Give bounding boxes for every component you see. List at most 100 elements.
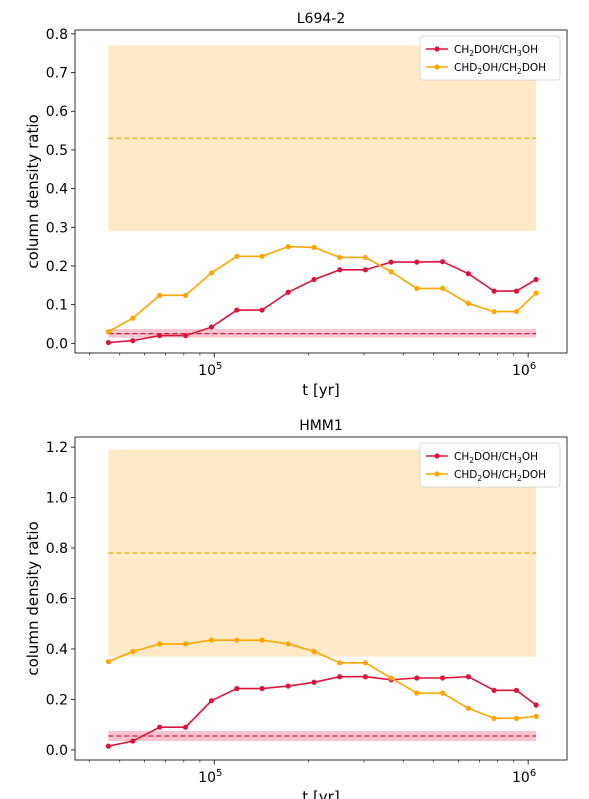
data-point bbox=[337, 267, 343, 273]
series-line-1 bbox=[108, 245, 537, 333]
y-tick-label: 1.2 bbox=[46, 440, 68, 456]
x-tick-label: 106 bbox=[512, 768, 536, 786]
chart-title: L694-2 bbox=[297, 11, 345, 27]
data-point bbox=[311, 648, 317, 655]
legend-marker bbox=[434, 453, 440, 459]
series-line-1 bbox=[108, 639, 537, 720]
data-point bbox=[208, 324, 215, 330]
data-point bbox=[440, 675, 446, 681]
data-point bbox=[234, 253, 240, 259]
data-point bbox=[157, 724, 163, 730]
data-point bbox=[414, 285, 420, 291]
data-point bbox=[440, 285, 446, 291]
legend-label: CH2DOH/CH3OH bbox=[454, 44, 538, 58]
legend-marker bbox=[434, 46, 440, 52]
data-point bbox=[414, 259, 420, 265]
y-tick-label: 0.1 bbox=[46, 298, 68, 314]
data-point bbox=[311, 679, 317, 685]
x-tick-label: 105 bbox=[198, 361, 222, 379]
data-point bbox=[465, 674, 471, 680]
data-point bbox=[105, 339, 112, 346]
data-point bbox=[388, 259, 394, 265]
data-point bbox=[362, 674, 368, 680]
data-point bbox=[491, 715, 497, 721]
data-point bbox=[388, 269, 394, 275]
data-point bbox=[513, 715, 520, 721]
data-point bbox=[465, 271, 471, 277]
data-point bbox=[440, 259, 446, 265]
legend-label: CH2DOH/CH3OH bbox=[454, 451, 538, 465]
legend-box bbox=[419, 442, 561, 488]
data-point bbox=[259, 685, 265, 692]
axes-frame bbox=[74, 29, 568, 354]
data-point bbox=[130, 648, 136, 655]
y-tick-label: 0.0 bbox=[46, 336, 68, 352]
y-tick-label: 0.5 bbox=[46, 143, 68, 159]
legend-marker bbox=[434, 471, 440, 477]
y-axis-label: column density ratio bbox=[24, 521, 42, 675]
data-point bbox=[362, 267, 368, 273]
y-tick-label: 1.0 bbox=[46, 491, 68, 507]
data-point bbox=[311, 276, 317, 283]
y-tick-label: 0.6 bbox=[46, 104, 68, 120]
y-tick-label: 0.4 bbox=[46, 182, 68, 198]
data-point bbox=[182, 724, 189, 730]
data-point bbox=[337, 660, 343, 666]
data-point bbox=[533, 702, 539, 708]
data-point bbox=[259, 637, 265, 643]
data-point bbox=[513, 687, 520, 693]
y-tick-label: 0.4 bbox=[46, 642, 68, 658]
data-point bbox=[491, 309, 497, 315]
data-point bbox=[208, 698, 215, 704]
data-point bbox=[182, 641, 189, 647]
band-range-1 bbox=[108, 730, 537, 742]
data-point bbox=[234, 685, 240, 692]
data-point bbox=[465, 300, 471, 307]
y-axis-label: column density ratio bbox=[24, 114, 42, 268]
data-point bbox=[259, 307, 265, 313]
data-point bbox=[491, 687, 497, 693]
band-range-1 bbox=[108, 329, 537, 338]
data-point bbox=[208, 637, 215, 643]
series-line-0 bbox=[108, 675, 537, 747]
data-point bbox=[513, 288, 520, 294]
panel-l694-2: 0.0 0.1 0.2 0.3 0.4 0.5 0.6 0.7 0.8 105 106 L694-2 t… bbox=[24, 11, 568, 399]
data-point bbox=[465, 705, 471, 711]
y-tick-label: 0.8 bbox=[46, 541, 68, 557]
data-point bbox=[513, 309, 520, 315]
legend-box bbox=[419, 35, 561, 81]
x-tick-label: 106 bbox=[512, 361, 536, 379]
data-point bbox=[130, 738, 136, 744]
data-point bbox=[533, 290, 539, 296]
data-point bbox=[234, 307, 240, 313]
data-point bbox=[285, 683, 291, 689]
data-point bbox=[259, 253, 265, 259]
legend-marker bbox=[434, 64, 440, 70]
data-point bbox=[337, 254, 343, 261]
panel-hmm1: 0.0 0.2 0.4 0.6 0.8 1.0 1.2 105 106 HMM1 t [yr] col… bbox=[24, 418, 568, 799]
data-point bbox=[440, 690, 446, 696]
data-point bbox=[337, 674, 343, 680]
data-point bbox=[311, 244, 317, 250]
data-point bbox=[157, 332, 163, 339]
data-point bbox=[388, 675, 394, 681]
data-point bbox=[362, 254, 368, 261]
y-tick-label: 0.8 bbox=[46, 27, 68, 43]
data-point bbox=[208, 270, 215, 276]
y-tick-label: 0.6 bbox=[46, 592, 68, 608]
x-axis-label: t [yr] bbox=[302, 381, 339, 399]
data-point bbox=[234, 637, 240, 643]
x-tick-label: 105 bbox=[198, 768, 222, 786]
data-point bbox=[414, 690, 420, 696]
data-point bbox=[491, 288, 497, 294]
legend-label: CHD2OH/CH2DOH bbox=[454, 62, 546, 76]
data-point bbox=[157, 641, 163, 647]
legend-label: CHD2OH/CH2DOH bbox=[454, 469, 546, 483]
data-point bbox=[285, 244, 291, 250]
data-point bbox=[182, 292, 189, 298]
data-point bbox=[105, 329, 112, 335]
data-point bbox=[285, 641, 291, 647]
data-point bbox=[157, 292, 163, 298]
data-point bbox=[105, 743, 112, 749]
